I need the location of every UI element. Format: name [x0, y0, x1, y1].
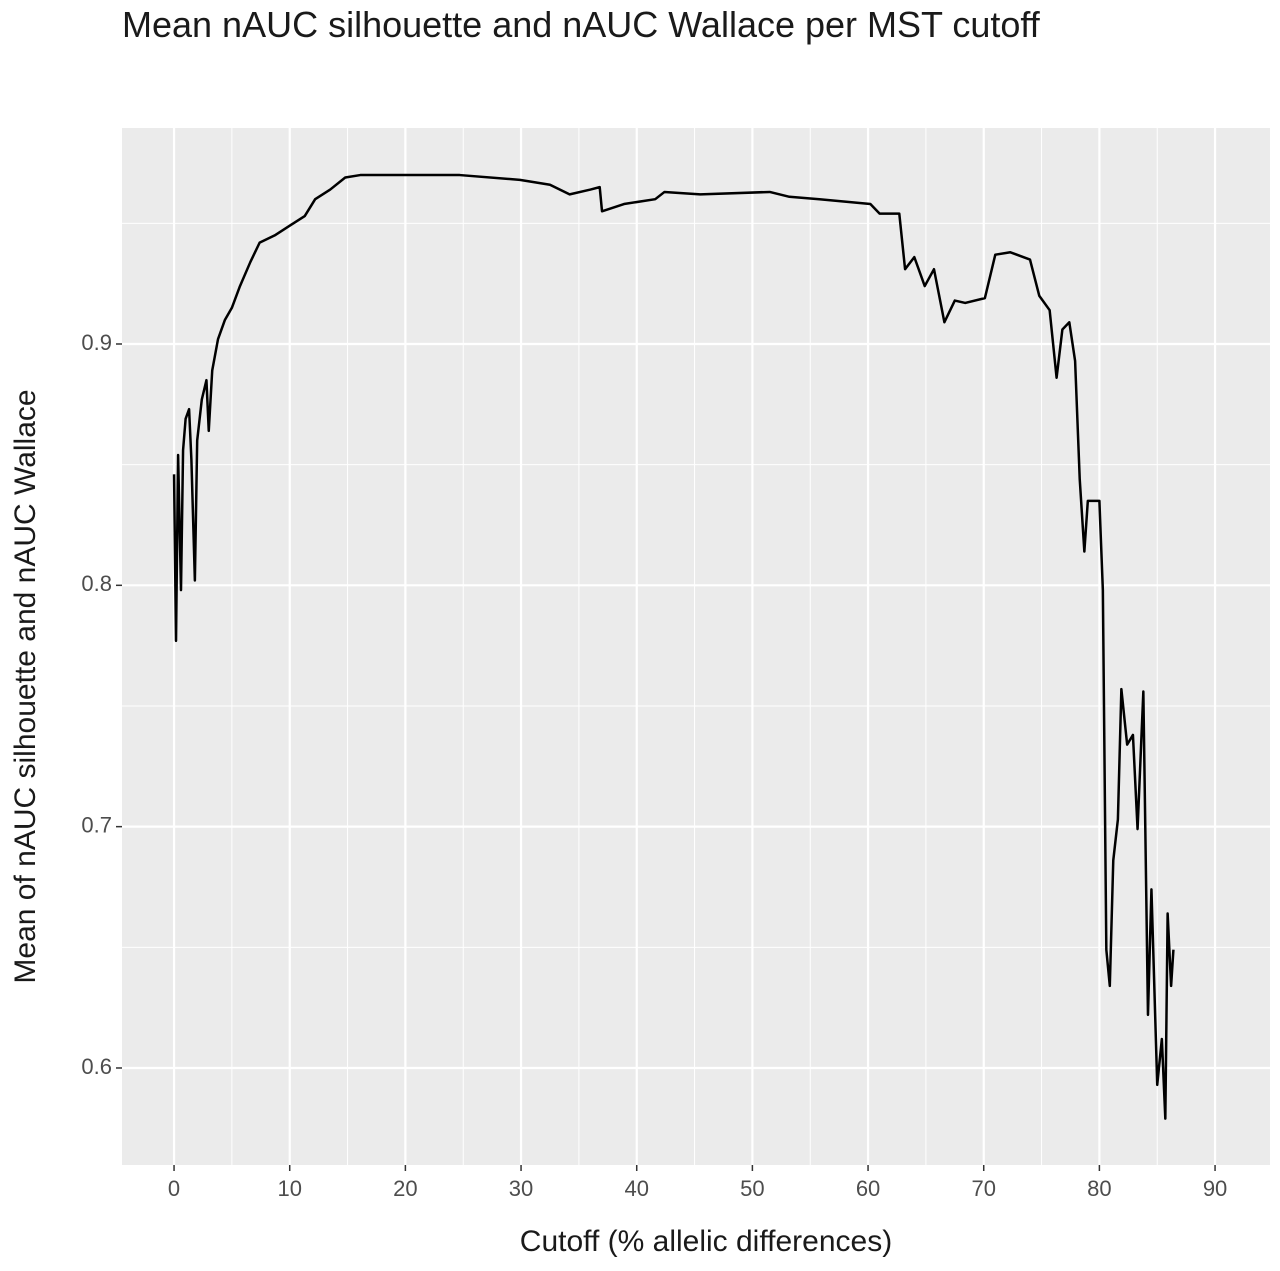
y-tick-label: 0.6	[81, 1054, 112, 1079]
y-tick-label: 0.9	[81, 330, 112, 355]
x-axis-title: Cutoff (% allelic differences)	[520, 1225, 892, 1258]
y-tick-label: 0.8	[81, 571, 112, 596]
chart-title: Mean nAUC silhouette and nAUC Wallace pe…	[122, 4, 1040, 45]
x-tick-label: 80	[1087, 1176, 1111, 1201]
x-tick-label: 30	[509, 1176, 533, 1201]
x-tick-label: 0	[168, 1176, 180, 1201]
data-line	[172, 173, 1175, 1120]
x-tick-label: 90	[1203, 1176, 1227, 1201]
x-tick-label: 60	[856, 1176, 880, 1201]
plot-panel	[122, 128, 1270, 1165]
x-tick-label: 20	[393, 1176, 417, 1201]
y-axis-title: Mean of nAUC silhouette and nAUC Wallace	[9, 389, 42, 983]
x-tick-label: 70	[971, 1176, 995, 1201]
x-tick-label: 10	[277, 1176, 301, 1201]
x-tick-label: 50	[740, 1176, 764, 1201]
x-tick-label: 40	[624, 1176, 648, 1201]
y-tick-label: 0.7	[81, 812, 112, 837]
